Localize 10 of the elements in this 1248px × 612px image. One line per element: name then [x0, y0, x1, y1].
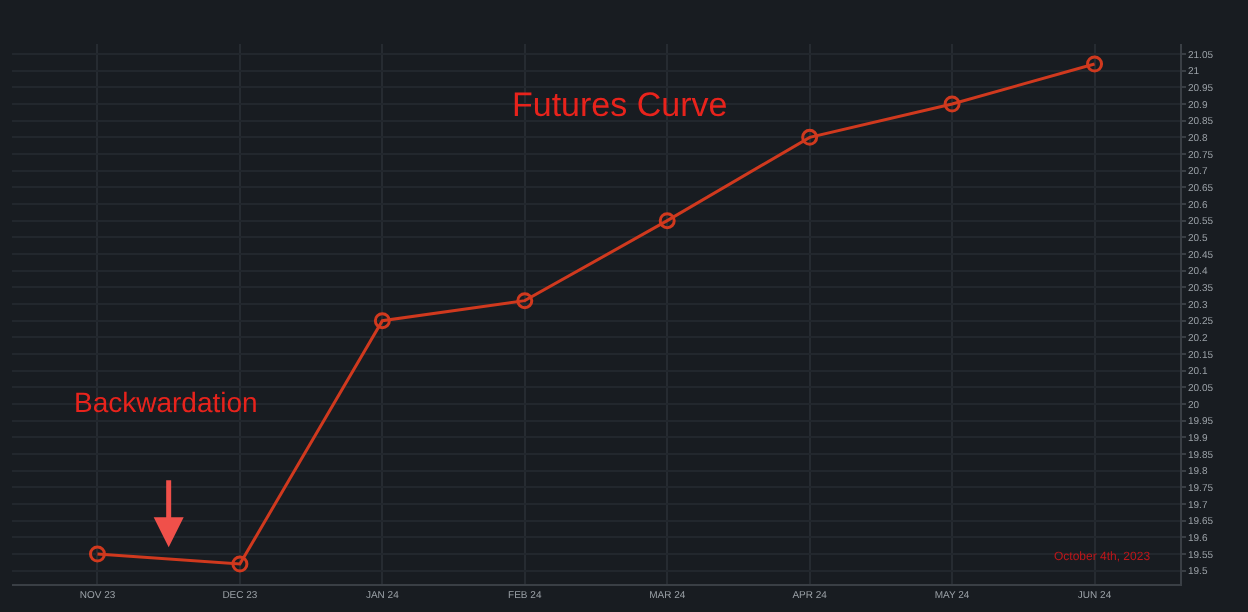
- point: [88, 545, 106, 563]
- text: Futures Curve: [512, 86, 728, 124]
- point: [231, 555, 249, 573]
- point: [801, 128, 819, 146]
- point: [658, 212, 676, 230]
- annotation: Backwardation: [74, 386, 258, 418]
- point: [1086, 55, 1104, 73]
- point: [516, 292, 534, 310]
- point: [943, 95, 961, 113]
- point: [373, 312, 391, 330]
